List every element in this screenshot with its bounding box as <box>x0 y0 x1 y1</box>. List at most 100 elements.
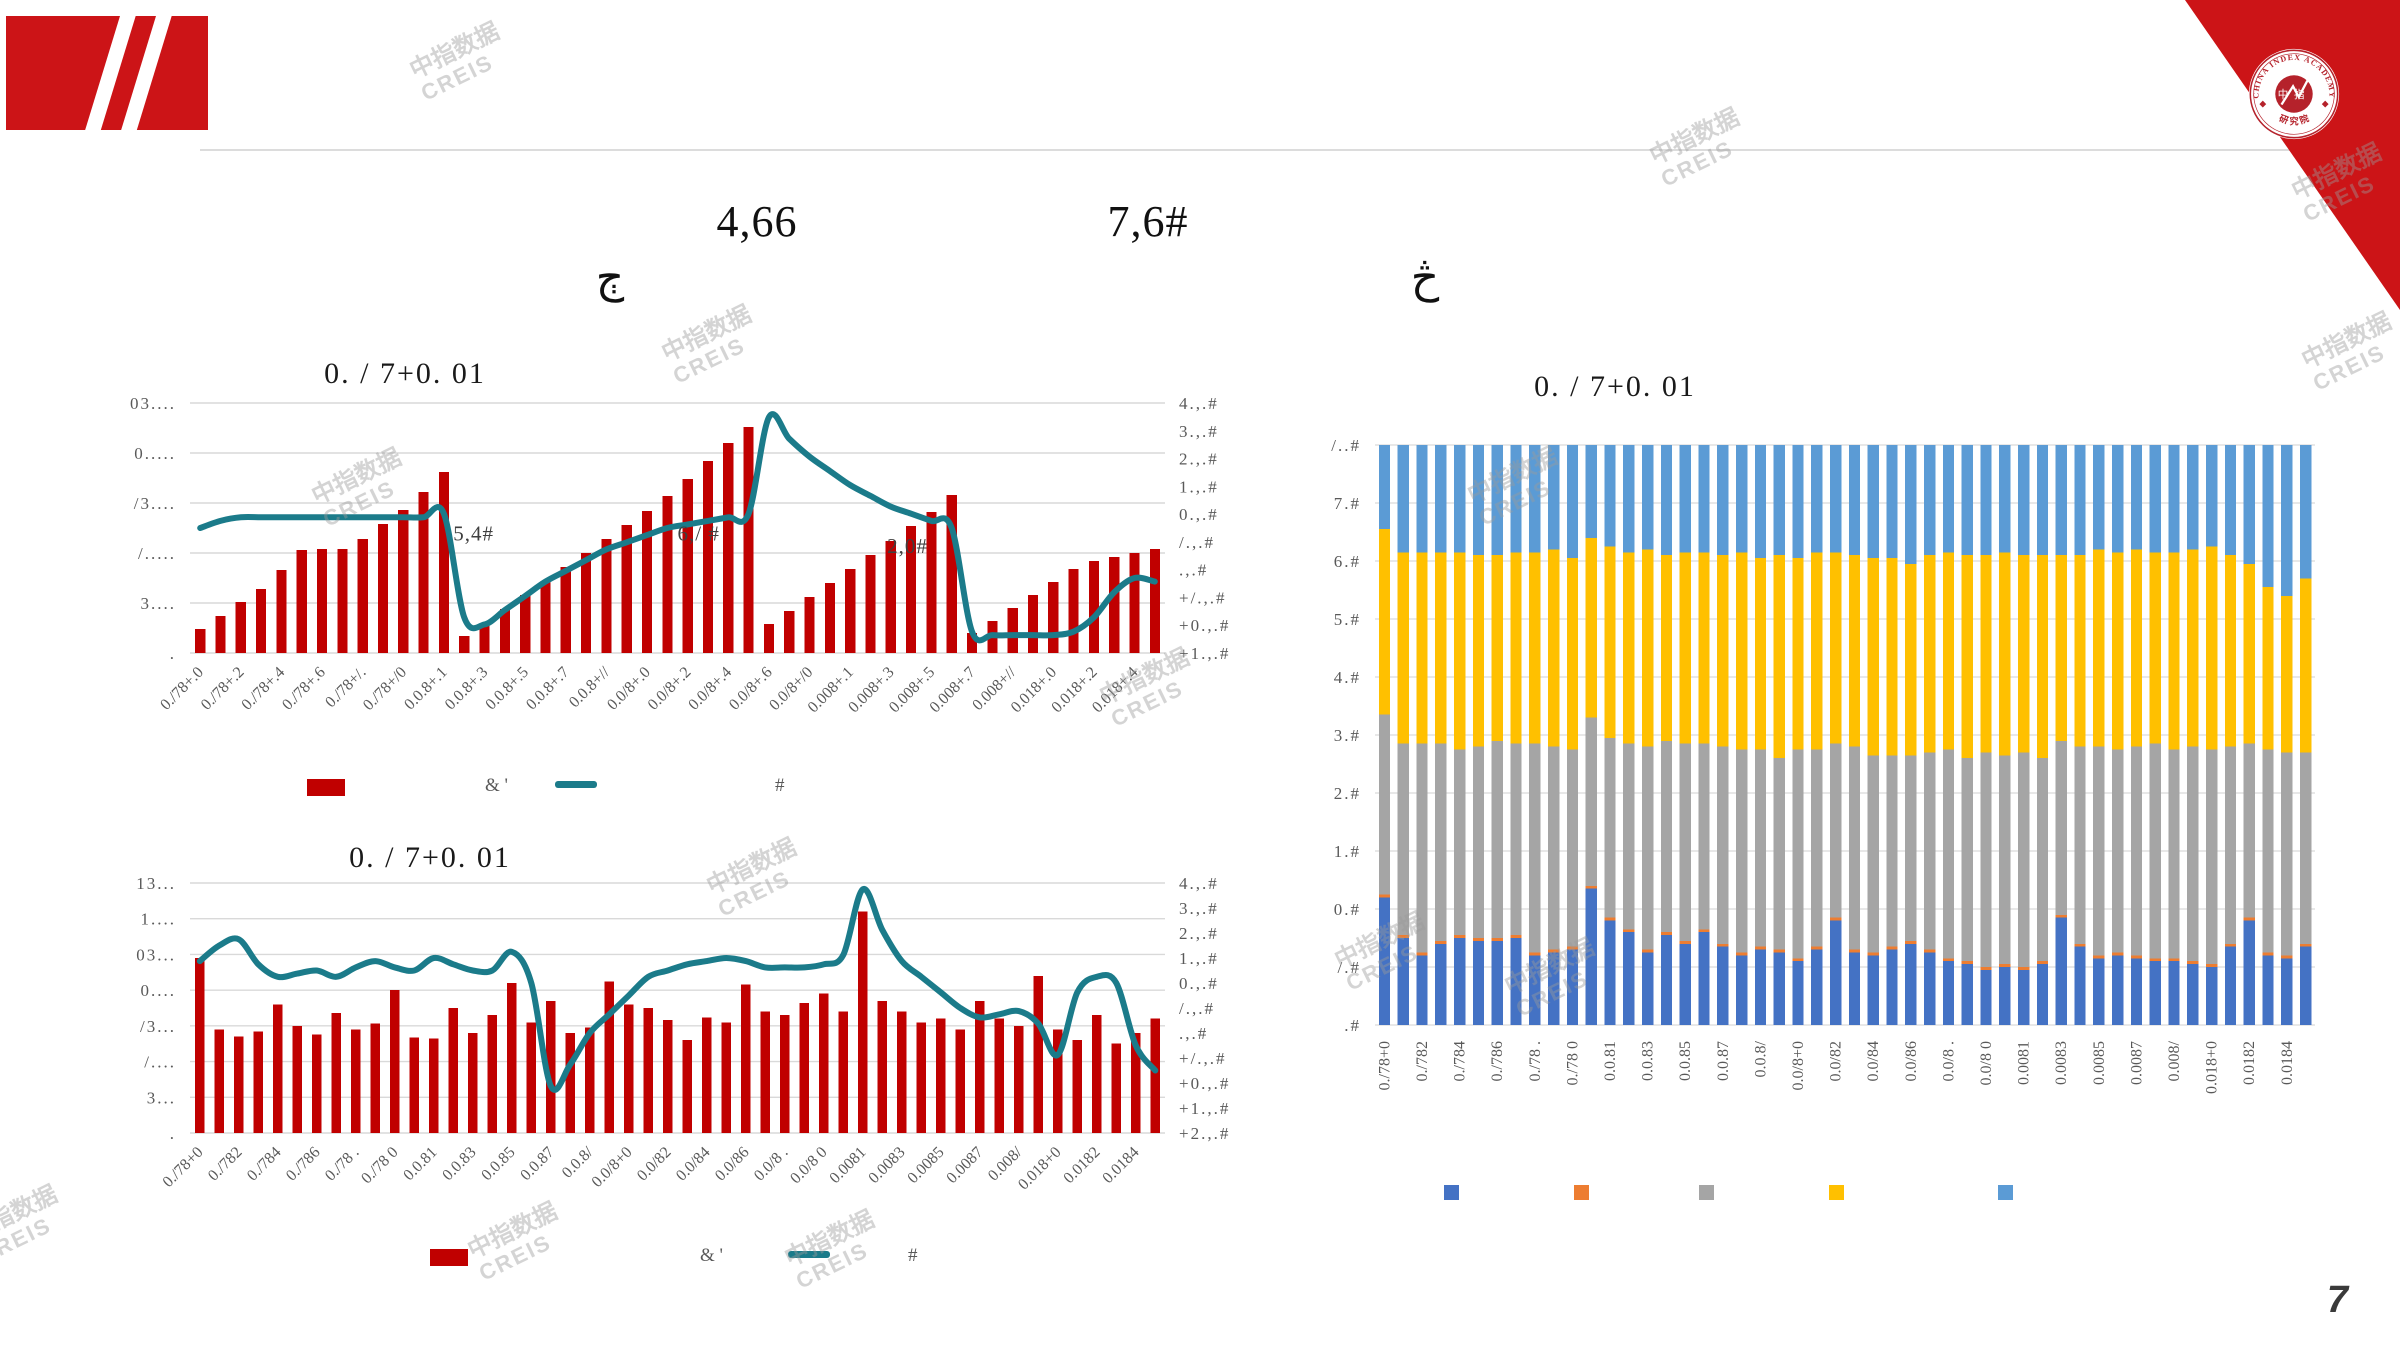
svg-text:0.018+0: 0.018+0 <box>1015 1144 1065 1194</box>
legend-line-label: # <box>908 1245 918 1266</box>
svg-text:1.,.#: 1.,.# <box>1179 477 1219 496</box>
svg-text:0.0.8+.7: 0.0.8+.7 <box>523 664 573 714</box>
chart-title: 0. / 7+0. 01 <box>1534 370 1696 403</box>
svg-text:.: . <box>170 1124 176 1143</box>
svg-text:+0.,.#: +0.,.# <box>1179 1074 1230 1093</box>
svg-text:3....: 3.... <box>141 594 177 613</box>
svg-text:1.,.#: 1.,.# <box>1179 949 1219 968</box>
svg-text:0.0/8+.4: 0.0/8+.4 <box>685 664 735 714</box>
svg-text:.,.#: .,.# <box>1179 561 1208 580</box>
svg-text:0.0.85: 0.0.85 <box>1677 1041 1694 1081</box>
svg-text:0.0182: 0.0182 <box>2241 1041 2258 1085</box>
legend-line-swatch <box>788 1245 830 1258</box>
svg-text:0./78+.0: 0./78+.0 <box>157 664 207 714</box>
svg-text:/.,.#: /.,.# <box>1179 533 1215 552</box>
svg-text:0.,.#: 0.,.# <box>1179 974 1219 993</box>
svg-text:0./78+.4: 0./78+.4 <box>238 664 288 714</box>
svg-text:0./78+.6: 0./78+.6 <box>279 664 329 714</box>
chart-title: 0. / 7+0. 01 <box>324 357 486 390</box>
svg-text:13...: 13... <box>136 875 176 893</box>
academy-seal: CHINA INDEX ACADEMY 中指 研 究 院 <box>2248 48 2340 140</box>
svg-text:1.#: 1.# <box>1334 842 1361 861</box>
seal-index-line-icon <box>2280 80 2309 106</box>
svg-text:0.0/8+.2: 0.0/8+.2 <box>645 664 695 714</box>
svg-text:0.0.83: 0.0.83 <box>1640 1041 1657 1081</box>
svg-text:1....: 1.... <box>141 910 177 929</box>
svg-text:0.0083: 0.0083 <box>865 1144 908 1187</box>
legend-line-swatch <box>555 775 597 788</box>
svg-text:/.....: /..... <box>138 544 176 563</box>
chart-title: 0. / 7+0. 01 <box>349 841 511 874</box>
legend-swatch-yellow <box>1829 1185 1844 1205</box>
svg-text:0.0083: 0.0083 <box>2053 1041 2070 1085</box>
svg-text:0.0/8 0: 0.0/8 0 <box>1978 1041 1995 1085</box>
chart-legend: & ' # <box>100 775 1280 805</box>
svg-text:2.,.#: 2.,.# <box>1179 450 1219 469</box>
svg-text:3.#: 3.# <box>1334 726 1361 745</box>
section-marker-left: ڄ <box>595 253 625 302</box>
svg-text:+/.,.#: +/.,.# <box>1179 588 1227 607</box>
legend-swatch-blue <box>1444 1185 1459 1205</box>
svg-text:0.0/82: 0.0/82 <box>1828 1041 1845 1081</box>
legend-swatch-lightblue <box>1998 1185 2013 1205</box>
svg-text:0./78+.2: 0./78+.2 <box>198 664 248 714</box>
svg-text:/3...: /3... <box>140 1017 176 1036</box>
legend-bar-swatch <box>430 1249 468 1266</box>
svg-text:4.,.#: 4.,.# <box>1179 395 1219 413</box>
svg-text:0.#: 0.# <box>1334 900 1361 919</box>
svg-text:2.,.#: 2.,.# <box>1179 924 1219 943</box>
chart-combo-bottom-left: 0. / 7+0. 01 13... 1.... 03... 0.... /3... /.… <box>100 835 1280 1305</box>
svg-text:6,/ #: 6,/ # <box>678 522 720 546</box>
svg-text:+0.,.#: +0.,.# <box>1179 616 1230 635</box>
svg-text:0./786: 0./786 <box>1489 1041 1506 1081</box>
svg-text:0./784: 0./784 <box>244 1144 285 1185</box>
svg-text:0.0/8 .: 0.0/8 . <box>751 1144 792 1185</box>
section-title-left: 4,66 <box>716 197 798 246</box>
svg-text:0.0.85: 0.0.85 <box>478 1144 518 1184</box>
legend-bar-label: & ' <box>485 775 508 796</box>
svg-text:0.0/86: 0.0/86 <box>712 1144 753 1185</box>
svg-text:0.0.87: 0.0.87 <box>1715 1041 1732 1081</box>
company-logo <box>6 16 208 130</box>
page-number: 7 <box>2326 1279 2348 1321</box>
legend-line-label: # <box>775 775 785 796</box>
svg-text:0./78+0: 0./78+0 <box>1376 1041 1393 1090</box>
chart-stacked-right: 0. / 7+0. 01 /..# 7.# 6.# 5.# 4.# 3.# 2.# 1.# 0.… <box>1290 350 2400 1250</box>
chart-legend <box>1290 1185 2400 1215</box>
svg-text:+/.,.#: +/.,.# <box>1179 1049 1227 1068</box>
svg-text:0./78 0: 0./78 0 <box>1564 1041 1581 1085</box>
svg-text:3...: 3... <box>147 1088 176 1107</box>
svg-text:0.0/8+0: 0.0/8+0 <box>589 1144 636 1191</box>
svg-text:0.0/86: 0.0/86 <box>1903 1041 1920 1081</box>
svg-text:7.#: 7.# <box>1334 494 1361 513</box>
chart-combo-top-left: 0. / 7+0. 01 03.... 0..... /3.... /..... 3..… <box>100 355 1280 825</box>
svg-text:0.008/: 0.008/ <box>2166 1040 2183 1081</box>
legend-bar-swatch <box>307 779 345 796</box>
legend-swatch-orange <box>1574 1185 1589 1205</box>
seal-inner-disc <box>2275 75 2313 113</box>
svg-text:0.0085: 0.0085 <box>2091 1041 2108 1085</box>
svg-text:0.0081: 0.0081 <box>2016 1041 2033 1085</box>
svg-text:0./78 0: 0./78 0 <box>358 1144 401 1187</box>
chart-legend: & ' # <box>100 1245 1280 1275</box>
svg-text:0.,.#: 0.,.# <box>1179 505 1219 524</box>
svg-text:3.,.#: 3.,.# <box>1179 899 1219 918</box>
svg-text:0.0085: 0.0085 <box>904 1144 947 1187</box>
svg-text:/..#: /..# <box>1331 436 1361 455</box>
svg-text:0.0/8+.6: 0.0/8+.6 <box>726 664 776 714</box>
svg-text:/....: /.... <box>144 1053 176 1072</box>
svg-text:0.0.8/: 0.0.8/ <box>1752 1040 1769 1077</box>
svg-text:0./782: 0./782 <box>1414 1041 1431 1081</box>
svg-text:0.0081: 0.0081 <box>826 1144 869 1187</box>
svg-text:0./782: 0./782 <box>205 1144 246 1185</box>
svg-text:/.#: /.# <box>1338 958 1361 977</box>
svg-text:0.0.81: 0.0.81 <box>1602 1041 1619 1081</box>
svg-text:0.0087: 0.0087 <box>943 1144 986 1187</box>
svg-text:/.,.#: /.,.# <box>1179 999 1215 1018</box>
svg-text:0.0087: 0.0087 <box>2128 1041 2145 1085</box>
svg-text:6.#: 6.# <box>1334 552 1361 571</box>
svg-text:0./78+0: 0./78+0 <box>160 1144 207 1191</box>
svg-text:/3....: /3.... <box>134 494 176 513</box>
svg-text:0.0/84: 0.0/84 <box>673 1144 714 1185</box>
